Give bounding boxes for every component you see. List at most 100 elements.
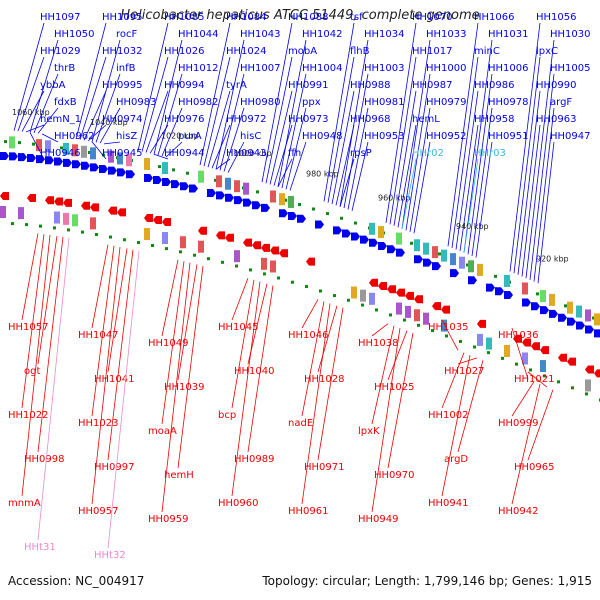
gene-label[interactable]: moaA [148,426,177,437]
gene-label[interactable]: HH1003 [364,63,405,74]
gene-label[interactable]: hisZ [116,131,137,142]
gene-label[interactable]: HH1046 [288,330,329,341]
gene-label[interactable]: HH1028 [304,374,345,385]
gene-label[interactable]: HH1025 [374,382,415,393]
gene-label[interactable]: ffh [288,148,301,159]
gene-label[interactable]: ppx [302,97,321,108]
gene-label[interactable]: argF [550,97,572,108]
gene-label[interactable]: HH0958 [474,114,515,125]
gene-label[interactable]: nadE [288,418,313,429]
gene-label[interactable]: bcp [218,410,236,421]
gene-label[interactable]: HH1031 [488,29,529,40]
rna-label[interactable]: HHr02 [412,148,444,159]
gene-label[interactable]: HH1026 [164,46,205,57]
gene-label[interactable]: HH0974 [102,114,143,125]
gene-label[interactable]: HH0994 [164,80,205,91]
gene-label[interactable]: purA [178,131,202,142]
gene-label[interactable]: HH1029 [40,46,81,57]
gene-label[interactable]: minC [474,46,500,57]
gene-label[interactable]: tsf [350,12,363,23]
gene-label[interactable]: rpsP [350,148,372,159]
gene-label[interactable]: HH1005 [550,63,591,74]
gene-label[interactable]: hemL [412,114,440,125]
gene-label[interactable]: HH1027 [444,366,485,377]
gene-label[interactable]: lpxK [358,426,380,437]
gene-label[interactable]: HH1021 [514,374,555,385]
gene-label[interactable]: HH1030 [550,29,591,40]
gene-label[interactable]: HH1057 [8,322,49,333]
gene-label[interactable]: HH0944 [164,148,205,159]
gene-label[interactable]: HH1032 [102,46,143,57]
gene-label[interactable]: HH0980 [240,97,281,108]
gene-label[interactable]: hemH [164,470,194,481]
gene-label[interactable]: rocF [116,29,138,40]
gene-label[interactable]: HH0988 [350,80,391,91]
gene-label[interactable]: HH0972 [226,114,267,125]
gene-label[interactable]: HH0983 [116,97,157,108]
gene-label[interactable]: thrB [54,63,75,74]
gene-label[interactable]: HH0998 [24,454,65,465]
gene-label[interactable]: HH0986 [474,80,515,91]
gene-label[interactable]: HH0990 [536,80,577,91]
gene-label[interactable]: HH1097 [40,12,81,23]
gene-label[interactable]: HH0948 [302,131,343,142]
gene-label[interactable]: HH1024 [226,46,267,57]
gene-label[interactable]: HH0960 [218,498,259,509]
gene-label[interactable]: HH1034 [364,29,405,40]
gene-label[interactable]: HH1042 [302,29,343,40]
gene-label[interactable]: ogt [24,366,40,377]
gene-label[interactable]: flhB [350,46,370,57]
gene-label[interactable]: HH0982 [178,97,219,108]
gene-label[interactable]: HH0989 [234,454,275,465]
gene-label[interactable]: HH0961 [288,506,329,517]
gene-label[interactable]: HH0963 [536,114,577,125]
gene-label[interactable]: HH0947 [550,131,591,142]
gene-label[interactable]: HH0962 [54,131,95,142]
gene-label[interactable]: HH0968 [350,114,391,125]
gene-label[interactable]: HH1095 [102,12,143,23]
gene-label[interactable]: HH1033 [426,29,467,40]
gene-label[interactable]: HH0946 [40,148,81,159]
gene-label[interactable]: HH0957 [78,506,119,517]
gene-label[interactable]: HH1007 [240,63,281,74]
gene-label[interactable]: HH1043 [240,29,281,40]
gene-label[interactable]: HH1040 [234,366,275,377]
gene-label[interactable]: HH1070 [412,12,453,23]
gene-label[interactable]: HH0995 [102,80,143,91]
gene-label[interactable]: HH1056 [536,12,577,23]
gene-label[interactable]: HH0952 [426,131,467,142]
gene-label[interactable]: hemN_1 [40,114,81,125]
gene-label[interactable]: HH1084 [226,12,267,23]
gene-label[interactable]: HH0953 [364,131,405,142]
rna-label[interactable]: HHt32 [94,550,126,561]
gene-label[interactable]: HH1004 [302,63,343,74]
gene-label[interactable]: HH1039 [164,382,205,393]
gene-label[interactable]: HH1047 [78,330,119,341]
gene-label[interactable]: fdxB [54,97,77,108]
gene-label[interactable]: HH1000 [426,63,467,74]
gene-label[interactable]: HH1085 [164,12,205,23]
gene-label[interactable]: HH0979 [426,97,467,108]
gene-label[interactable]: HH1041 [94,374,135,385]
gene-label[interactable]: HH0943 [226,148,267,159]
gene-label[interactable]: HH1066 [474,12,515,23]
gene-label[interactable]: HH1044 [178,29,219,40]
gene-label[interactable]: hisC [240,131,261,142]
gene-label[interactable]: tyrA [226,80,247,91]
rna-label[interactable]: HHt31 [24,542,56,553]
gene-label[interactable]: HH0941 [428,498,469,509]
gene-label[interactable]: HH0991 [288,80,329,91]
gene-label[interactable]: HH1002 [428,410,469,421]
gene-label[interactable]: HH1022 [8,410,49,421]
gene-label[interactable]: mnmA [8,498,41,509]
gene-label[interactable]: HH0978 [488,97,529,108]
gene-label[interactable]: HH0987 [412,80,453,91]
gene-label[interactable]: HH1006 [488,63,529,74]
gene-label[interactable]: HH0959 [148,514,189,525]
gene-label[interactable]: HH0942 [498,506,539,517]
gene-label[interactable]: HH1050 [54,29,95,40]
gene-label[interactable]: HH1088 [288,12,329,23]
gene-label[interactable]: HH1038 [358,338,399,349]
gene-label[interactable]: infB [116,63,136,74]
rna-label[interactable]: HHr03 [474,148,506,159]
